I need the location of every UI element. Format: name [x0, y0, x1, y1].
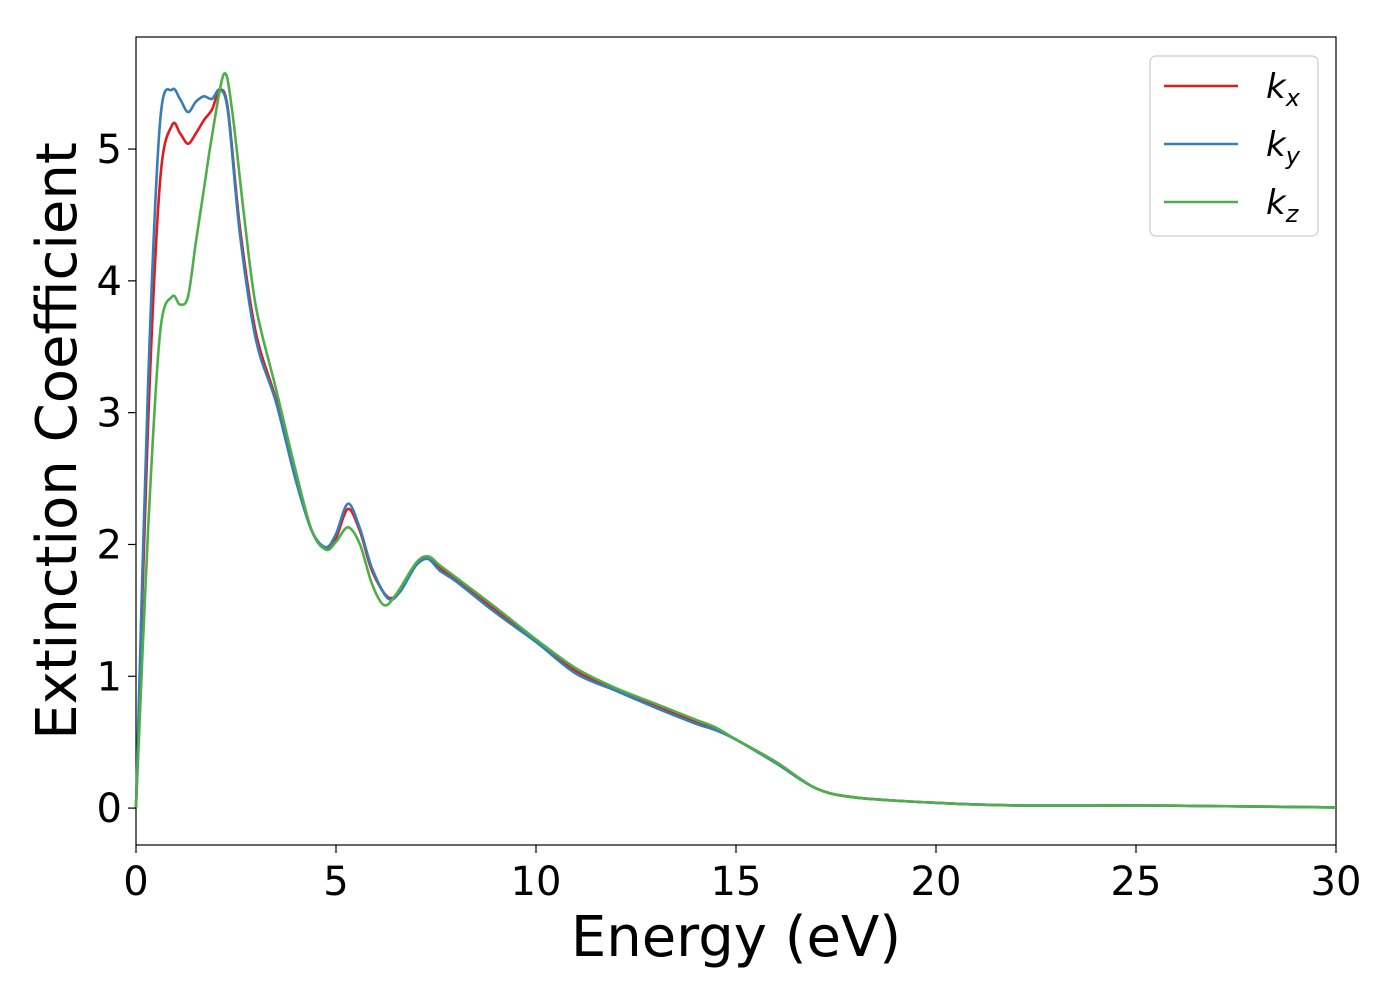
x-tick-label: 5	[323, 859, 348, 905]
x-tick-label: 10	[511, 859, 562, 905]
legend: kx ky kz	[1149, 55, 1319, 237]
plot-area	[135, 36, 1337, 846]
legend-label-y: ky	[1266, 125, 1301, 170]
x-tick-label: 30	[1311, 859, 1362, 905]
ticks-layer: 0 5 10 15 20 25 30 0 1 2 3 4 5	[97, 127, 1362, 905]
y-axis-title: Extinction Coefficient	[25, 142, 90, 740]
x-tick-label: 20	[911, 859, 962, 905]
x-tick-label: 0	[123, 859, 148, 905]
legend-label-x: kx	[1266, 67, 1301, 112]
y-tick-label: 0	[97, 786, 122, 832]
legend-box	[1149, 55, 1319, 237]
x-tick-label: 25	[1111, 859, 1162, 905]
series-layer	[134, 72, 1337, 809]
y-tick-label: 2	[97, 522, 122, 568]
y-tick-label: 4	[97, 259, 122, 305]
series-line-k-z	[134, 72, 1337, 809]
x-axis-title: Energy (eV)	[571, 905, 901, 970]
y-tick-label: 1	[97, 654, 122, 700]
y-tick-label: 3	[97, 391, 122, 437]
x-tick-label: 15	[711, 859, 762, 905]
legend-label-z: kz	[1266, 183, 1300, 228]
y-tick-label: 5	[97, 127, 122, 173]
